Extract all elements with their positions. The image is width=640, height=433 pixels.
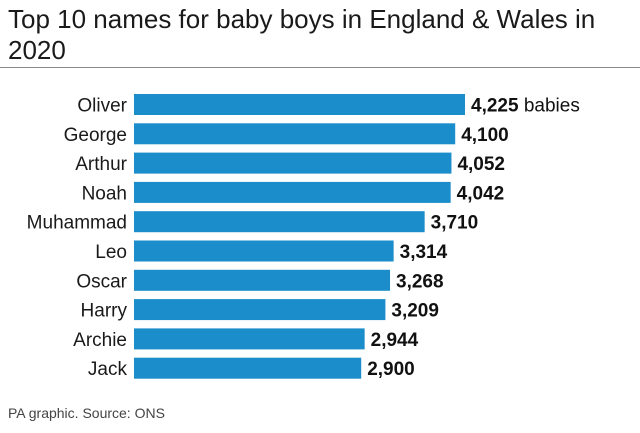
category-label: Noah [82, 183, 127, 204]
bar [134, 357, 362, 379]
value-unit-label: babies [519, 96, 580, 117]
bar [134, 181, 451, 203]
category-label: Jack [88, 359, 128, 380]
category-label: Oliver [77, 96, 127, 117]
category-label: Leo [95, 242, 127, 263]
bar [134, 299, 386, 321]
bar [134, 152, 452, 174]
category-label: Muhammad [27, 213, 127, 234]
value-label: 3,209 [391, 301, 439, 322]
bar [134, 123, 456, 145]
bar [134, 269, 391, 291]
value-label: 4,052 [457, 154, 505, 175]
value-label: 3,710 [431, 213, 479, 234]
bar [134, 240, 394, 262]
value-label: 3,314 [400, 242, 448, 263]
value-label: 3,268 [396, 271, 444, 292]
value-label: 2,900 [367, 359, 415, 380]
value-label: 4,225 babies [471, 96, 580, 117]
category-label: Archie [73, 330, 127, 351]
source-note: PA graphic. Source: ONS [8, 405, 165, 421]
chart-title: Top 10 names for baby boys in England & … [8, 4, 596, 65]
value-label: 4,042 [457, 183, 505, 204]
bar [134, 94, 465, 115]
value-label: 2,944 [371, 330, 419, 351]
bar [134, 211, 425, 233]
category-label: Oscar [76, 271, 127, 292]
category-label: Harry [81, 301, 128, 322]
value-label: 4,100 [461, 125, 509, 146]
title-divider [0, 67, 640, 68]
category-label: Arthur [75, 154, 127, 175]
bar [134, 328, 365, 350]
category-label: George [64, 125, 127, 146]
